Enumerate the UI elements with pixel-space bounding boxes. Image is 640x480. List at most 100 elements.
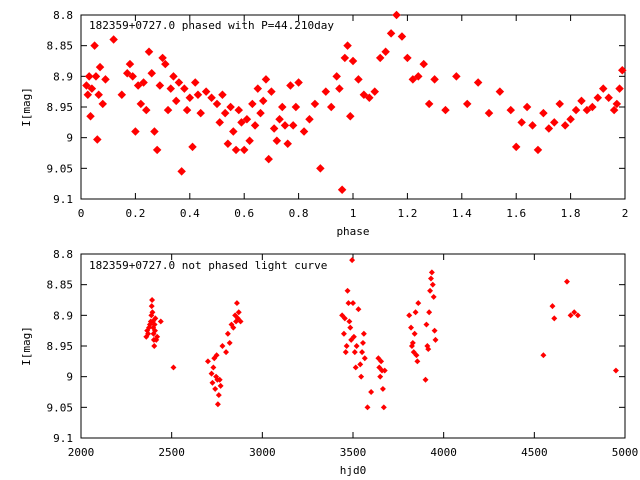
- data-point: [429, 281, 436, 288]
- data-point: [441, 105, 450, 115]
- data-point: [361, 355, 368, 362]
- y-tick-label: 8.8: [53, 248, 73, 261]
- data-point: [256, 108, 265, 118]
- data-point: [239, 145, 249, 155]
- data-point: [428, 275, 434, 282]
- data-point: [215, 392, 222, 399]
- data-point: [233, 300, 240, 307]
- y-tick-label: 8.85: [47, 40, 74, 53]
- data-point: [511, 142, 521, 152]
- data-point: [419, 59, 428, 69]
- data-point: [152, 315, 159, 322]
- data-point: [473, 78, 483, 87]
- data-point: [253, 84, 263, 93]
- data-point: [411, 330, 418, 337]
- data-point: [528, 121, 537, 130]
- data-point: [117, 90, 127, 99]
- data-point: [452, 72, 461, 81]
- x-tick-label: 1.4: [452, 207, 472, 220]
- data-point: [403, 53, 412, 63]
- phased-light-curve-chart: 0 0.2 0.4 0.6 0.8 1 1.2 1.4 1.6 1.8 2 8.8 8.85 8.9 8.9…: [20, 9, 628, 238]
- x-tick-label: 0: [78, 207, 85, 220]
- data-point: [93, 135, 102, 144]
- data-point: [219, 343, 226, 349]
- data-point: [346, 111, 355, 121]
- data-point: [196, 108, 205, 118]
- unphased-light-curve-chart: 2000 2500 3000 3500 4000 4500 5000 8.8 8.85 8.9 8.…: [20, 248, 638, 477]
- data-point: [423, 321, 430, 328]
- data-point: [360, 330, 367, 337]
- data-point: [370, 87, 380, 96]
- data-point: [380, 404, 387, 411]
- data-point: [163, 105, 173, 115]
- data-point: [564, 278, 570, 285]
- data-point: [142, 105, 151, 115]
- data-point: [288, 121, 298, 130]
- x-tick-label: 0.6: [234, 207, 254, 220]
- data-point: [375, 53, 385, 63]
- plot-frame: [80, 14, 626, 200]
- data-point: [598, 84, 608, 93]
- data-point: [269, 124, 279, 133]
- data-point: [283, 139, 292, 149]
- data-point: [344, 287, 351, 294]
- data-point: [424, 99, 434, 109]
- data-point: [147, 69, 156, 78]
- data-point: [346, 318, 353, 325]
- data-point: [381, 47, 390, 57]
- y-tick-label: 9.1: [53, 432, 73, 445]
- data-point: [332, 72, 341, 81]
- data-point: [343, 41, 352, 50]
- data-point: [209, 379, 216, 386]
- data-point: [245, 136, 254, 145]
- data-point: [408, 324, 414, 331]
- data-point: [359, 90, 369, 99]
- y-tick-label: 9: [66, 371, 73, 384]
- y-tick-label: 8.9: [53, 309, 73, 322]
- data-point: [213, 352, 220, 359]
- data-point: [430, 293, 437, 300]
- x-tick-label: 5000: [612, 446, 639, 459]
- data-point: [522, 102, 532, 112]
- data-point: [94, 90, 103, 99]
- x-tick-label: 4500: [521, 446, 548, 459]
- data-point: [234, 105, 244, 115]
- data-point: [258, 96, 268, 106]
- data-point: [340, 53, 350, 63]
- y-axis-label: I[mag]: [20, 326, 33, 366]
- y-tick-label: 9.05: [47, 401, 74, 414]
- data-point: [533, 145, 543, 155]
- data-point: [549, 303, 556, 310]
- x-tick-label: 2: [622, 207, 629, 220]
- x-tick-label: 0.8: [289, 207, 309, 220]
- chart-title: 182359+0727.0 phased with P=44.210day: [89, 19, 334, 32]
- data-point: [615, 84, 624, 93]
- data-point: [358, 373, 365, 380]
- data-point: [231, 145, 241, 155]
- data-point: [125, 59, 135, 69]
- data-point: [91, 72, 101, 81]
- data-point: [90, 41, 99, 50]
- data-point: [82, 81, 91, 90]
- x-tick-label: 2000: [68, 446, 95, 459]
- data-point: [335, 84, 344, 93]
- data-point: [577, 96, 586, 106]
- data-point: [212, 385, 219, 392]
- x-tick-label: 1.2: [397, 207, 417, 220]
- data-point: [612, 367, 619, 374]
- data-point: [566, 115, 575, 124]
- data-point: [555, 99, 564, 109]
- data-point: [177, 167, 186, 176]
- data-point: [294, 78, 303, 87]
- data-point: [430, 75, 439, 84]
- y-tick-label: 9.1: [53, 193, 73, 206]
- data-point: [544, 124, 554, 133]
- data-point: [248, 99, 257, 109]
- data-point: [98, 99, 108, 109]
- data-point: [354, 75, 363, 84]
- data-point: [158, 53, 167, 63]
- x-tick-label: 0.4: [180, 207, 200, 220]
- data-point: [378, 358, 385, 365]
- data-point: [161, 59, 170, 69]
